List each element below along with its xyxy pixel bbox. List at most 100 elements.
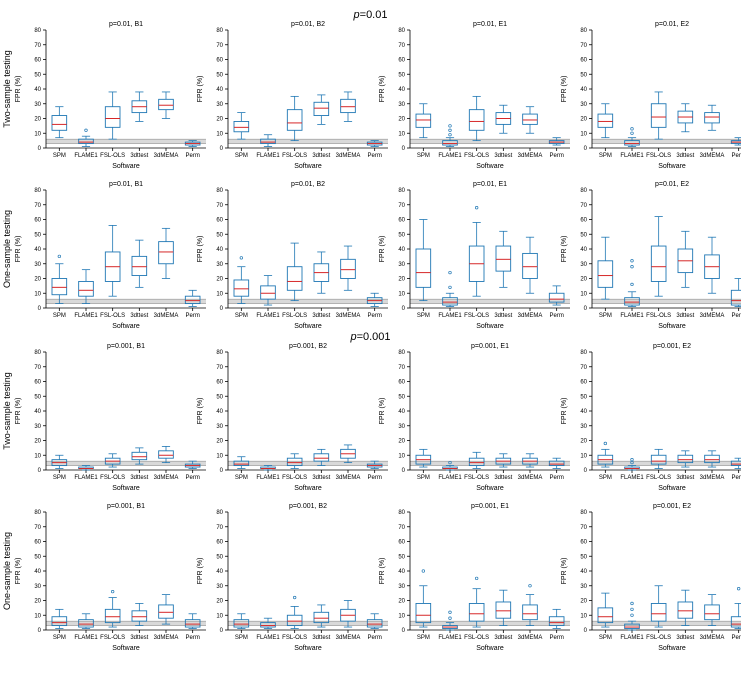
x-tick-label: SPM — [235, 153, 248, 159]
reference-band — [228, 461, 388, 465]
panel: 01020304050607080SPMFLAME1FSL-OLS3dttest… — [561, 181, 741, 330]
outlier-marker — [240, 257, 243, 260]
x-tick-label: 3dMEMA — [700, 313, 725, 319]
x-tick-label: FLAME1 — [438, 475, 462, 481]
y-tick-label: 60 — [34, 540, 41, 546]
y-tick-label: 30 — [216, 102, 223, 108]
y-tick-label: 40 — [398, 409, 405, 415]
x-tick-label: FLAME1 — [620, 635, 644, 641]
reference-band — [46, 299, 206, 303]
box — [651, 104, 666, 128]
y-tick-label: 50 — [398, 394, 405, 400]
outlier-marker — [475, 206, 478, 209]
x-tick-label: 3dttest — [312, 313, 330, 319]
y-tick-label: 70 — [580, 43, 587, 49]
outlier-marker — [631, 265, 634, 268]
x-axis-label: Software — [294, 163, 322, 170]
y-tick-label: 10 — [580, 453, 587, 459]
outlier-marker — [631, 132, 634, 135]
y-tick-label: 60 — [216, 380, 223, 386]
x-tick-label: 3dMEMA — [336, 475, 361, 481]
outlier-marker — [449, 129, 452, 132]
y-tick-label: 50 — [580, 72, 587, 78]
y-tick-label: 40 — [580, 87, 587, 93]
panel-title: p=0.001, E1 — [471, 503, 509, 510]
x-tick-label: Perm — [731, 635, 741, 641]
outlier-marker — [631, 283, 634, 286]
y-tick-label: 60 — [398, 540, 405, 546]
x-tick-label: 3dMEMA — [518, 635, 543, 641]
y-tick-label: 0 — [584, 628, 588, 634]
box — [159, 99, 174, 109]
x-tick-label: 3dttest — [676, 475, 694, 481]
y-tick-label: 0 — [220, 306, 224, 312]
reference-band — [410, 299, 570, 303]
y-tick-label: 30 — [580, 424, 587, 430]
y-tick-label: 0 — [584, 146, 588, 152]
x-tick-label: 3dttest — [676, 153, 694, 159]
x-tick-label: FSL-OLS — [282, 313, 307, 319]
reference-band — [46, 621, 206, 625]
panel: 01020304050607080SPMFLAME1FSL-OLS3dttest… — [197, 21, 388, 170]
outlier-marker — [631, 458, 634, 461]
row-label: One-sample testing — [2, 210, 12, 288]
reference-band — [228, 621, 388, 625]
x-tick-label: 3dttest — [312, 475, 330, 481]
y-tick-label: 70 — [216, 525, 223, 531]
y-tick-label: 70 — [34, 43, 41, 49]
y-tick-label: 20 — [34, 439, 41, 445]
y-tick-label: 80 — [398, 188, 405, 194]
outlier-marker — [631, 608, 634, 611]
section-title: p=0.01 — [353, 9, 388, 21]
outlier-marker — [58, 255, 61, 258]
x-tick-label: 3dttest — [130, 153, 148, 159]
outlier-marker — [449, 286, 452, 289]
panel-title: p=0.01, E2 — [655, 21, 689, 28]
outlier-marker — [631, 260, 634, 263]
y-tick-label: 30 — [580, 262, 587, 268]
y-tick-label: 60 — [34, 58, 41, 64]
y-tick-label: 20 — [580, 439, 587, 445]
x-tick-label: 3dttest — [494, 635, 512, 641]
y-tick-label: 10 — [216, 453, 223, 459]
y-tick-label: 80 — [580, 350, 587, 356]
x-tick-label: FSL-OLS — [100, 475, 125, 481]
y-tick-label: 70 — [34, 525, 41, 531]
x-tick-label: FSL-OLS — [464, 635, 489, 641]
y-tick-label: 20 — [580, 117, 587, 123]
outlier-marker — [604, 442, 607, 445]
x-tick-label: SPM — [417, 475, 430, 481]
x-tick-label: FSL-OLS — [282, 153, 307, 159]
outlier-marker — [449, 617, 452, 620]
box — [132, 611, 147, 621]
y-tick-label: 10 — [580, 613, 587, 619]
y-axis-label: FPR (%) — [379, 398, 386, 425]
y-axis-label: FPR (%) — [15, 398, 22, 425]
outlier-marker — [737, 587, 740, 590]
figure-root: p=0.01Two-sample testing0102030405060708… — [0, 0, 741, 687]
y-tick-label: 10 — [398, 291, 405, 297]
y-tick-label: 70 — [398, 525, 405, 531]
y-tick-label: 60 — [34, 380, 41, 386]
box — [287, 267, 302, 291]
y-tick-label: 50 — [216, 554, 223, 560]
x-tick-label: SPM — [417, 635, 430, 641]
y-tick-label: 40 — [216, 409, 223, 415]
x-tick-label: 3dttest — [494, 475, 512, 481]
x-tick-label: Perm — [185, 635, 199, 641]
box — [416, 114, 431, 127]
panel: 01020304050607080SPMFLAME1FSL-OLS3dttest… — [379, 343, 570, 492]
panel: 01020304050607080SPMFLAME1FSL-OLS3dttest… — [379, 181, 570, 330]
panel: 01020304050607080SPMFLAME1FSL-OLS3dttest… — [561, 343, 741, 492]
y-tick-label: 70 — [580, 203, 587, 209]
panel-title: p=0.001, B2 — [289, 503, 327, 510]
y-tick-label: 70 — [34, 365, 41, 371]
box — [705, 113, 720, 123]
outlier-marker — [422, 570, 425, 573]
box — [523, 114, 538, 124]
y-tick-label: 10 — [216, 291, 223, 297]
y-tick-label: 40 — [34, 87, 41, 93]
y-tick-label: 40 — [216, 87, 223, 93]
y-tick-label: 40 — [216, 569, 223, 575]
x-tick-label: FLAME1 — [438, 635, 462, 641]
